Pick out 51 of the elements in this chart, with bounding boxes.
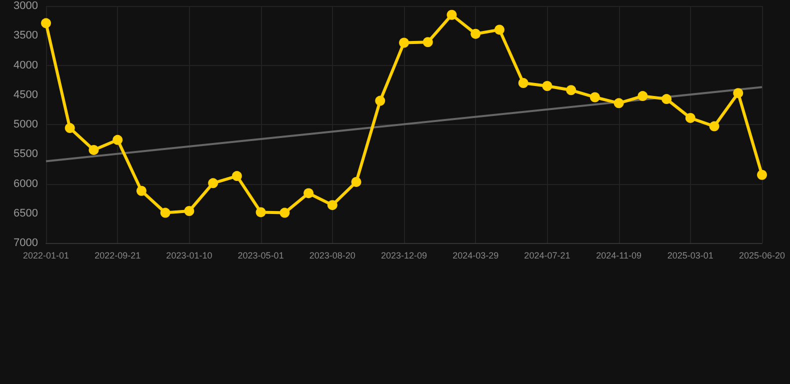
point xyxy=(590,92,600,102)
point xyxy=(64,123,75,134)
point xyxy=(757,170,767,180)
x-tick-label: 2024-07-21 xyxy=(524,250,570,260)
point xyxy=(304,188,314,198)
point xyxy=(232,171,242,182)
point xyxy=(470,28,481,39)
x-tick-label: 2025-03-01 xyxy=(667,250,714,260)
x-tick-label: 2022-09-21 xyxy=(94,250,141,260)
y-tick-label: 3000 xyxy=(14,0,38,12)
point xyxy=(446,10,457,20)
y-tick-label: 4500 xyxy=(14,88,38,101)
point xyxy=(542,80,552,91)
point xyxy=(638,91,648,102)
point xyxy=(351,176,362,187)
point xyxy=(733,88,744,98)
point xyxy=(280,208,290,218)
x-tick-label: 2025-06-20 xyxy=(738,250,786,260)
point xyxy=(208,178,218,188)
point xyxy=(112,134,123,145)
point xyxy=(399,38,409,48)
point xyxy=(88,144,99,155)
point xyxy=(518,78,528,88)
x-tick-label: 2023-08-20 xyxy=(309,250,356,260)
x-tick-label: 2023-05-01 xyxy=(238,250,284,260)
y-tick-label: 6500 xyxy=(14,207,38,220)
point xyxy=(184,206,194,216)
x-tick-label: 2023-01-10 xyxy=(166,250,212,260)
point xyxy=(41,18,51,28)
point xyxy=(685,112,696,123)
y-tick-label: 5000 xyxy=(14,118,38,130)
point xyxy=(256,207,266,218)
x-tick-label: 2024-11-09 xyxy=(596,250,642,260)
point xyxy=(662,94,672,104)
y-tick-label: 3500 xyxy=(14,30,38,42)
point xyxy=(494,24,504,35)
y-tick-label: 5500 xyxy=(14,148,38,160)
x-tick-label: 2022-01-01 xyxy=(22,250,70,260)
point xyxy=(614,98,624,108)
point xyxy=(422,37,433,48)
point xyxy=(136,186,146,196)
y-tick-label: 7000 xyxy=(14,237,38,249)
point xyxy=(566,85,576,96)
point xyxy=(160,208,170,218)
x-tick-label: 2024-03-29 xyxy=(452,250,499,260)
point xyxy=(327,200,338,210)
y-tick-label: 6000 xyxy=(14,178,38,190)
x-tick-label: 2023-12-09 xyxy=(380,250,428,260)
y-tick-label: 4000 xyxy=(14,59,38,72)
point xyxy=(709,121,720,132)
point xyxy=(375,96,386,106)
